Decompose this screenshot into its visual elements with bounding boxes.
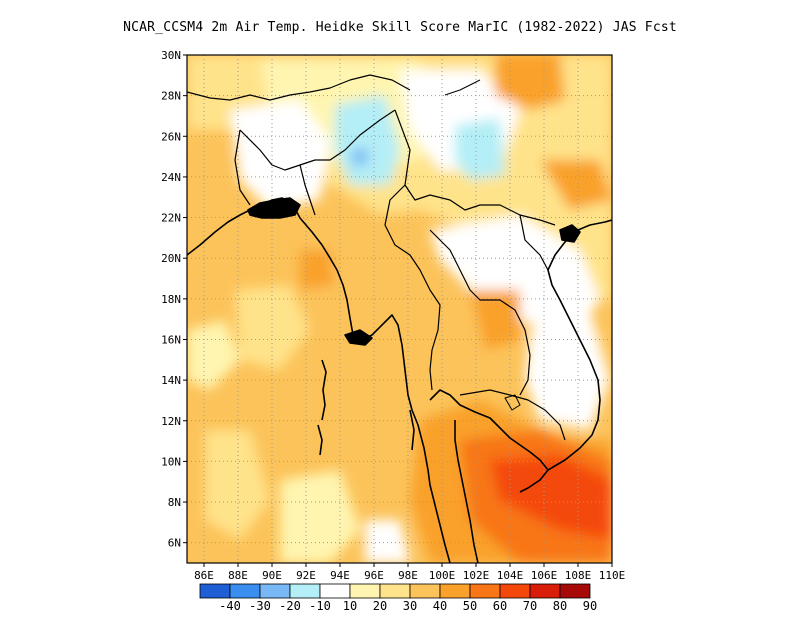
lat-tick-label: 8N: [168, 496, 181, 509]
colorbar-label: 70: [523, 599, 537, 613]
lat-tick-label: 30N: [161, 49, 181, 62]
colorbar-swatch: [559, 583, 591, 599]
colorbar-swatch: [229, 583, 261, 599]
colorbar-label: 90: [583, 599, 597, 613]
lon-tick-label: 94E: [330, 569, 350, 582]
colorbar-swatch: [379, 583, 411, 599]
coastlines: [187, 74, 612, 563]
lon-tick-label: 102E: [463, 569, 490, 582]
lat-tick-label: 24N: [161, 171, 181, 184]
colorbar-swatch: [439, 583, 471, 599]
map-title: NCAR_CCSM4 2m Air Temp. Heidke Skill Sco…: [123, 20, 677, 35]
lat-tick-label: 12N: [161, 415, 181, 428]
lon-tick-label: 88E: [228, 569, 248, 582]
lat-axis: 30N 28N 26N 24N 22N 20N 18N 16N 14N 12N 10N 8N 6N: [161, 49, 187, 550]
lat-tick-label: 20N: [161, 252, 181, 265]
colorbar-label: -40: [219, 599, 241, 613]
colorbar-swatch: [529, 583, 561, 599]
lon-tick-label: 92E: [296, 569, 316, 582]
plot-frame: [186, 54, 613, 564]
colorbar-swatch: [289, 583, 321, 599]
lon-tick-label: 106E: [531, 569, 558, 582]
lon-tick-label: 104E: [497, 569, 524, 582]
skill-shading: [187, 55, 612, 563]
colorbar-label: 30: [403, 599, 417, 613]
lon-tick-label: 110E: [599, 569, 626, 582]
lat-tick-label: 16N: [161, 333, 181, 346]
gridlines: [187, 55, 612, 563]
colorbar-swatch: [349, 583, 381, 599]
lon-axis: 86E 88E 90E 92E 94E 96E 98E 100E 102E 104E 106E 108…: [194, 563, 625, 582]
lon-tick-label: 86E: [194, 569, 214, 582]
colorbar-label: 80: [553, 599, 567, 613]
lon-tick-label: 100E: [429, 569, 456, 582]
lon-tick-label: 98E: [398, 569, 418, 582]
lon-tick-label: 96E: [364, 569, 384, 582]
lat-tick-label: 28N: [161, 90, 181, 103]
colorbar-swatch: [499, 583, 531, 599]
lon-tick-label: 90E: [262, 569, 282, 582]
colorbar-swatch: [319, 583, 351, 599]
colorbar-label: 50: [463, 599, 477, 613]
lat-tick-label: 18N: [161, 293, 181, 306]
colorbar-swatch: [409, 583, 441, 599]
colorbar-label: -10: [309, 599, 331, 613]
colorbar-swatch: [259, 583, 291, 599]
lat-tick-label: 22N: [161, 212, 181, 225]
colorbar-label: -20: [279, 599, 301, 613]
lon-tick-label: 108E: [565, 569, 592, 582]
colorbar-swatch: [469, 583, 501, 599]
lat-tick-label: 10N: [161, 455, 181, 468]
colorbar-label: 60: [493, 599, 507, 613]
colorbar-label: 40: [433, 599, 447, 613]
colorbar: -40 -30 -20 -10 10 20 30 40 50 60 70 80 90: [199, 583, 597, 613]
lat-tick-label: 26N: [161, 130, 181, 143]
colorbar-swatch: [199, 583, 231, 599]
lat-tick-label: 14N: [161, 374, 181, 387]
lat-tick-label: 6N: [168, 537, 181, 550]
colorbar-label: -30: [249, 599, 271, 613]
colorbar-label: 20: [373, 599, 387, 613]
colorbar-label: 10: [343, 599, 357, 613]
